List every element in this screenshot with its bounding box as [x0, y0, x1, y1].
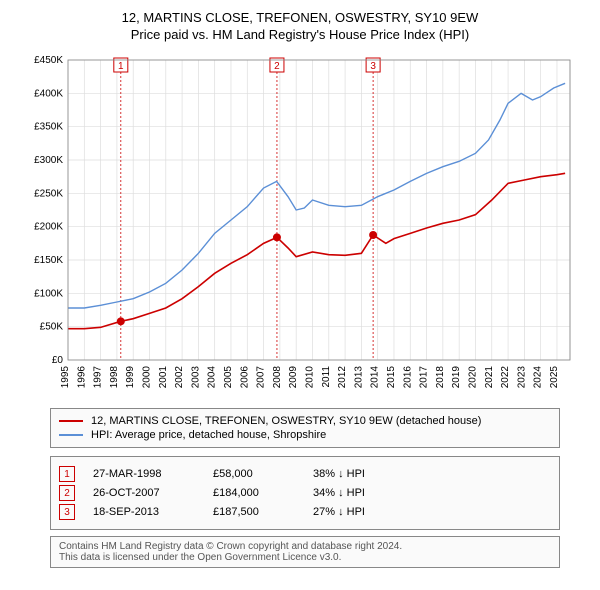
- svg-text:2016: 2016: [402, 366, 413, 389]
- legend-label: HPI: Average price, detached house, Shro…: [91, 429, 326, 441]
- svg-text:£250K: £250K: [34, 188, 63, 199]
- svg-text:2017: 2017: [419, 366, 430, 389]
- svg-text:£350K: £350K: [34, 122, 63, 133]
- svg-text:2000: 2000: [141, 366, 152, 389]
- svg-text:2019: 2019: [451, 366, 462, 389]
- svg-text:2024: 2024: [533, 366, 544, 389]
- event-delta: 38% ↓ HPI: [313, 468, 365, 480]
- event-date: 27-MAR-1998: [93, 468, 213, 480]
- svg-text:2023: 2023: [516, 366, 527, 389]
- svg-text:2008: 2008: [272, 366, 283, 389]
- svg-text:1998: 1998: [109, 366, 120, 389]
- svg-text:1995: 1995: [60, 366, 71, 389]
- page-title: 12, MARTINS CLOSE, TREFONEN, OSWESTRY, S…: [10, 10, 590, 25]
- svg-text:£50K: £50K: [40, 322, 64, 333]
- event-price: £187,500: [213, 506, 313, 518]
- event-row: 2 26-OCT-2007£184,00034% ↓ HPI: [59, 485, 551, 501]
- svg-text:2003: 2003: [190, 366, 201, 389]
- svg-text:2025: 2025: [549, 366, 560, 389]
- svg-text:1999: 1999: [125, 366, 136, 389]
- event-marker: 1: [59, 466, 75, 482]
- footer-line: This data is licensed under the Open Gov…: [59, 552, 551, 563]
- svg-text:2021: 2021: [484, 366, 495, 389]
- events-table: 1 27-MAR-1998£58,00038% ↓ HPI 2 26-OCT-2007…: [50, 456, 560, 530]
- price-chart: £0 £50K £100K £150K £200K £250K £300K £350K £400…: [20, 50, 580, 400]
- event-marker: 3: [59, 504, 75, 520]
- svg-text:2006: 2006: [239, 366, 250, 389]
- footer-line: Contains HM Land Registry data © Crown c…: [59, 541, 551, 552]
- svg-text:2001: 2001: [158, 366, 169, 389]
- svg-text:1996: 1996: [76, 366, 87, 389]
- page-subtitle: Price paid vs. HM Land Registry's House …: [10, 27, 590, 42]
- svg-text:£400K: £400K: [34, 88, 63, 99]
- svg-text:2: 2: [274, 61, 280, 72]
- svg-text:2011: 2011: [321, 366, 332, 388]
- svg-text:2020: 2020: [467, 366, 478, 389]
- event-price: £184,000: [213, 487, 313, 499]
- svg-text:2010: 2010: [304, 366, 315, 389]
- svg-text:2005: 2005: [223, 366, 234, 389]
- svg-text:2015: 2015: [386, 366, 397, 389]
- svg-text:£200K: £200K: [34, 222, 63, 233]
- event-date: 26-OCT-2007: [93, 487, 213, 499]
- svg-text:2004: 2004: [207, 366, 218, 389]
- svg-text:£100K: £100K: [34, 288, 63, 299]
- legend-swatch: [59, 434, 83, 436]
- footer-attribution: Contains HM Land Registry data © Crown c…: [50, 536, 560, 568]
- svg-text:2002: 2002: [174, 366, 185, 389]
- svg-text:£300K: £300K: [34, 155, 63, 166]
- svg-text:£0: £0: [52, 355, 64, 366]
- svg-text:2018: 2018: [435, 366, 446, 389]
- svg-text:2009: 2009: [288, 366, 299, 389]
- event-marker: 2: [59, 485, 75, 501]
- event-row: 1 27-MAR-1998£58,00038% ↓ HPI: [59, 466, 551, 482]
- svg-text:£450K: £450K: [34, 55, 63, 66]
- svg-text:2022: 2022: [500, 366, 511, 389]
- svg-text:2014: 2014: [370, 366, 381, 389]
- svg-text:1997: 1997: [93, 366, 104, 389]
- event-delta: 27% ↓ HPI: [313, 506, 365, 518]
- svg-text:2013: 2013: [353, 366, 364, 389]
- legend-swatch: [59, 420, 83, 422]
- legend: 12, MARTINS CLOSE, TREFONEN, OSWESTRY, S…: [50, 408, 560, 448]
- svg-text:2012: 2012: [337, 366, 348, 389]
- svg-text:£150K: £150K: [34, 255, 63, 266]
- event-price: £58,000: [213, 468, 313, 480]
- svg-text:3: 3: [370, 61, 376, 72]
- event-delta: 34% ↓ HPI: [313, 487, 365, 499]
- svg-text:2007: 2007: [256, 366, 267, 389]
- event-date: 18-SEP-2013: [93, 506, 213, 518]
- legend-label: 12, MARTINS CLOSE, TREFONEN, OSWESTRY, S…: [91, 415, 481, 427]
- legend-row: HPI: Average price, detached house, Shro…: [59, 429, 551, 441]
- event-row: 3 18-SEP-2013£187,50027% ↓ HPI: [59, 504, 551, 520]
- legend-row: 12, MARTINS CLOSE, TREFONEN, OSWESTRY, S…: [59, 415, 551, 427]
- svg-text:1: 1: [118, 61, 124, 72]
